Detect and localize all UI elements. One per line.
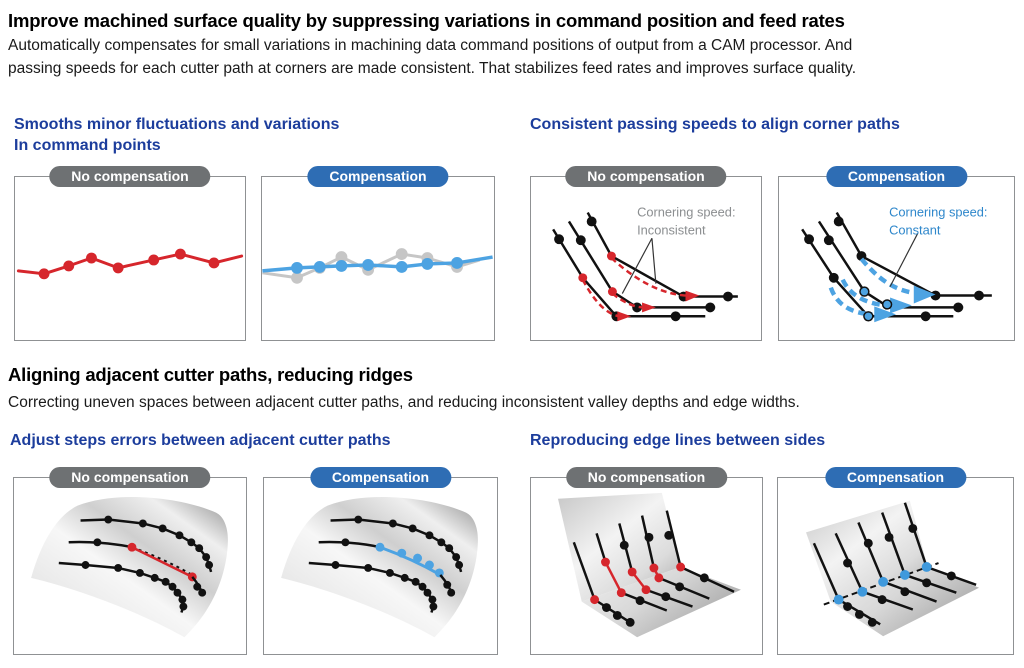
intro-line-1: Automatically compensates for small vari… [8, 37, 853, 54]
panel-command-points-before: No compensation [14, 166, 246, 341]
jagged-path-diagram [16, 248, 244, 280]
intro-line-2: passing speeds for each cutter path at c… [8, 60, 857, 77]
section2-body: Correcting uneven spaces between adjacen… [8, 394, 800, 411]
panel-corner-speed-after: Compensation [778, 166, 1015, 341]
badge-compensation: Compensation [307, 166, 449, 187]
subhead-smoothing-line2: In command points [14, 137, 161, 154]
badge-no-compensation: No compensation [49, 166, 211, 187]
subhead-smoothing-line1: Smooths minor fluctuations and variation… [14, 116, 340, 133]
aligned-corner-paths-diagram: Cornering speed: Constant [801, 205, 992, 323]
badge-compensation: Compensation [824, 467, 967, 488]
badge-no-compensation: No compensation [565, 166, 727, 187]
badge-compensation: Compensation [825, 166, 968, 187]
page-title: Improve machined surface quality by supp… [8, 10, 845, 31]
panel-step-errors-before: No compensation [13, 467, 247, 655]
annotation-cornering-speed: Cornering speed: [889, 205, 987, 220]
corrected-surface-diagram [281, 497, 478, 638]
badge-no-compensation: No compensation [49, 467, 211, 488]
badge-compensation: Compensation [309, 467, 452, 488]
annotation-inconsistent: Inconsistent [637, 222, 706, 237]
subhead-step-errors: Adjust steps errors between adjacent cut… [10, 432, 391, 449]
smoothed-path-diagram [262, 248, 493, 284]
panel-step-errors-after: Compensation [263, 467, 498, 655]
panel-edge-lines-after: Compensation [777, 467, 1014, 655]
annotation-constant: Constant [889, 222, 941, 237]
aligned-valley-surface-diagram [806, 500, 980, 637]
panel-edge-lines-before: No compensation [530, 467, 763, 655]
subhead-edge-lines: Reproducing edge lines between sides [530, 432, 826, 449]
panel-command-points-after: Compensation [261, 166, 495, 341]
corner-paths-diagram: Cornering speed: Inconsistent [552, 205, 738, 322]
annotation-cornering-speed: Cornering speed: [637, 205, 735, 220]
section2-title: Aligning adjacent cutter paths, reducing… [8, 364, 413, 385]
badge-no-compensation: No compensation [565, 467, 728, 488]
subhead-corner-speed: Consistent passing speeds to align corne… [530, 116, 900, 133]
subhead-smoothing: Smooths minor fluctuations and variation… [14, 114, 339, 156]
panel-corner-speed-before: No compensation [530, 166, 762, 341]
valley-surface-diagram [558, 492, 741, 638]
curved-surface-diagram [31, 497, 228, 638]
